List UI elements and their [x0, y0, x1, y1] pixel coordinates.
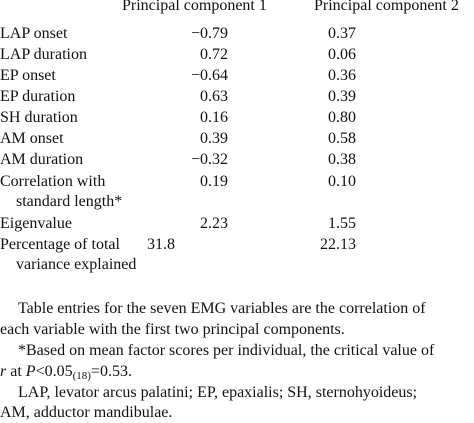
row-label: Eigenvalue: [0, 215, 72, 232]
pc1-value: 0.63: [200, 88, 228, 105]
row-label-continued: variance explained: [16, 256, 137, 273]
table-row: Percentage of total variance explained 3…: [0, 235, 474, 275]
row-label: EP duration: [0, 88, 76, 105]
pc2-value: 0.06: [328, 46, 356, 63]
row-label: SH duration: [0, 109, 78, 126]
at-text: at: [6, 363, 26, 380]
table-row: Correlation with standard length* 0.19 0…: [0, 172, 474, 212]
pc2-value: 22.13: [320, 236, 356, 253]
pc1-value: 0.39: [200, 130, 228, 147]
footnote-1-line-1: Table entries for the seven EMG variable…: [18, 300, 426, 317]
pc1-value: 0.72: [200, 46, 228, 63]
row-label: EP onset: [0, 67, 56, 84]
pc1-value: −0.64: [190, 67, 228, 84]
pc1-value: 31.8: [147, 236, 175, 253]
row-label: AM onset: [0, 130, 64, 147]
row-label: Percentage of total: [0, 236, 120, 253]
pc2-value: 0.37: [328, 25, 356, 42]
critical-value: =0.53.: [90, 363, 132, 380]
pc2-value: 0.38: [328, 151, 356, 168]
pc2-value: 0.36: [328, 67, 356, 84]
footnote-1-line-2: each variable with the first two princip…: [0, 321, 345, 338]
pc1-value: −0.79: [190, 25, 228, 42]
pc1-value: 0.16: [200, 109, 228, 126]
footnote-3-line-2: AM, adductor mandibulae.: [0, 404, 173, 421]
r-symbol: r: [0, 363, 7, 380]
pc2-value: 0.10: [328, 173, 356, 190]
pc2-value: 0.58: [328, 130, 356, 147]
threshold-text: <0.05: [35, 363, 73, 380]
pc1-value: 0.19: [200, 173, 228, 190]
row-label: LAP onset: [0, 25, 68, 42]
p-symbol: P: [25, 363, 36, 380]
header-pc2: Principal component 2: [314, 0, 459, 14]
pc2-value: 0.39: [328, 88, 356, 105]
footnote-3-line-1: LAP, levator arcus palatini; EP, epaxial…: [18, 384, 418, 401]
degrees-of-freedom: (18): [72, 370, 91, 382]
row-label: LAP duration: [0, 46, 87, 63]
row-label: AM duration: [0, 151, 84, 168]
row-label-continued: standard length*: [16, 193, 123, 210]
pc1-value: −0.32: [190, 151, 228, 168]
header-pc1: Principal component 1: [122, 0, 267, 14]
pc2-value: 0.80: [328, 109, 356, 126]
footnote-2-line-2: r at P<0.05(18)=0.53.: [0, 362, 132, 382]
pc1-value: 2.23: [200, 215, 228, 232]
footnote-2-line-1: *Based on mean factor scores per individ…: [18, 342, 435, 359]
pc2-value: 1.55: [328, 215, 356, 232]
row-label: Correlation with: [0, 173, 106, 190]
